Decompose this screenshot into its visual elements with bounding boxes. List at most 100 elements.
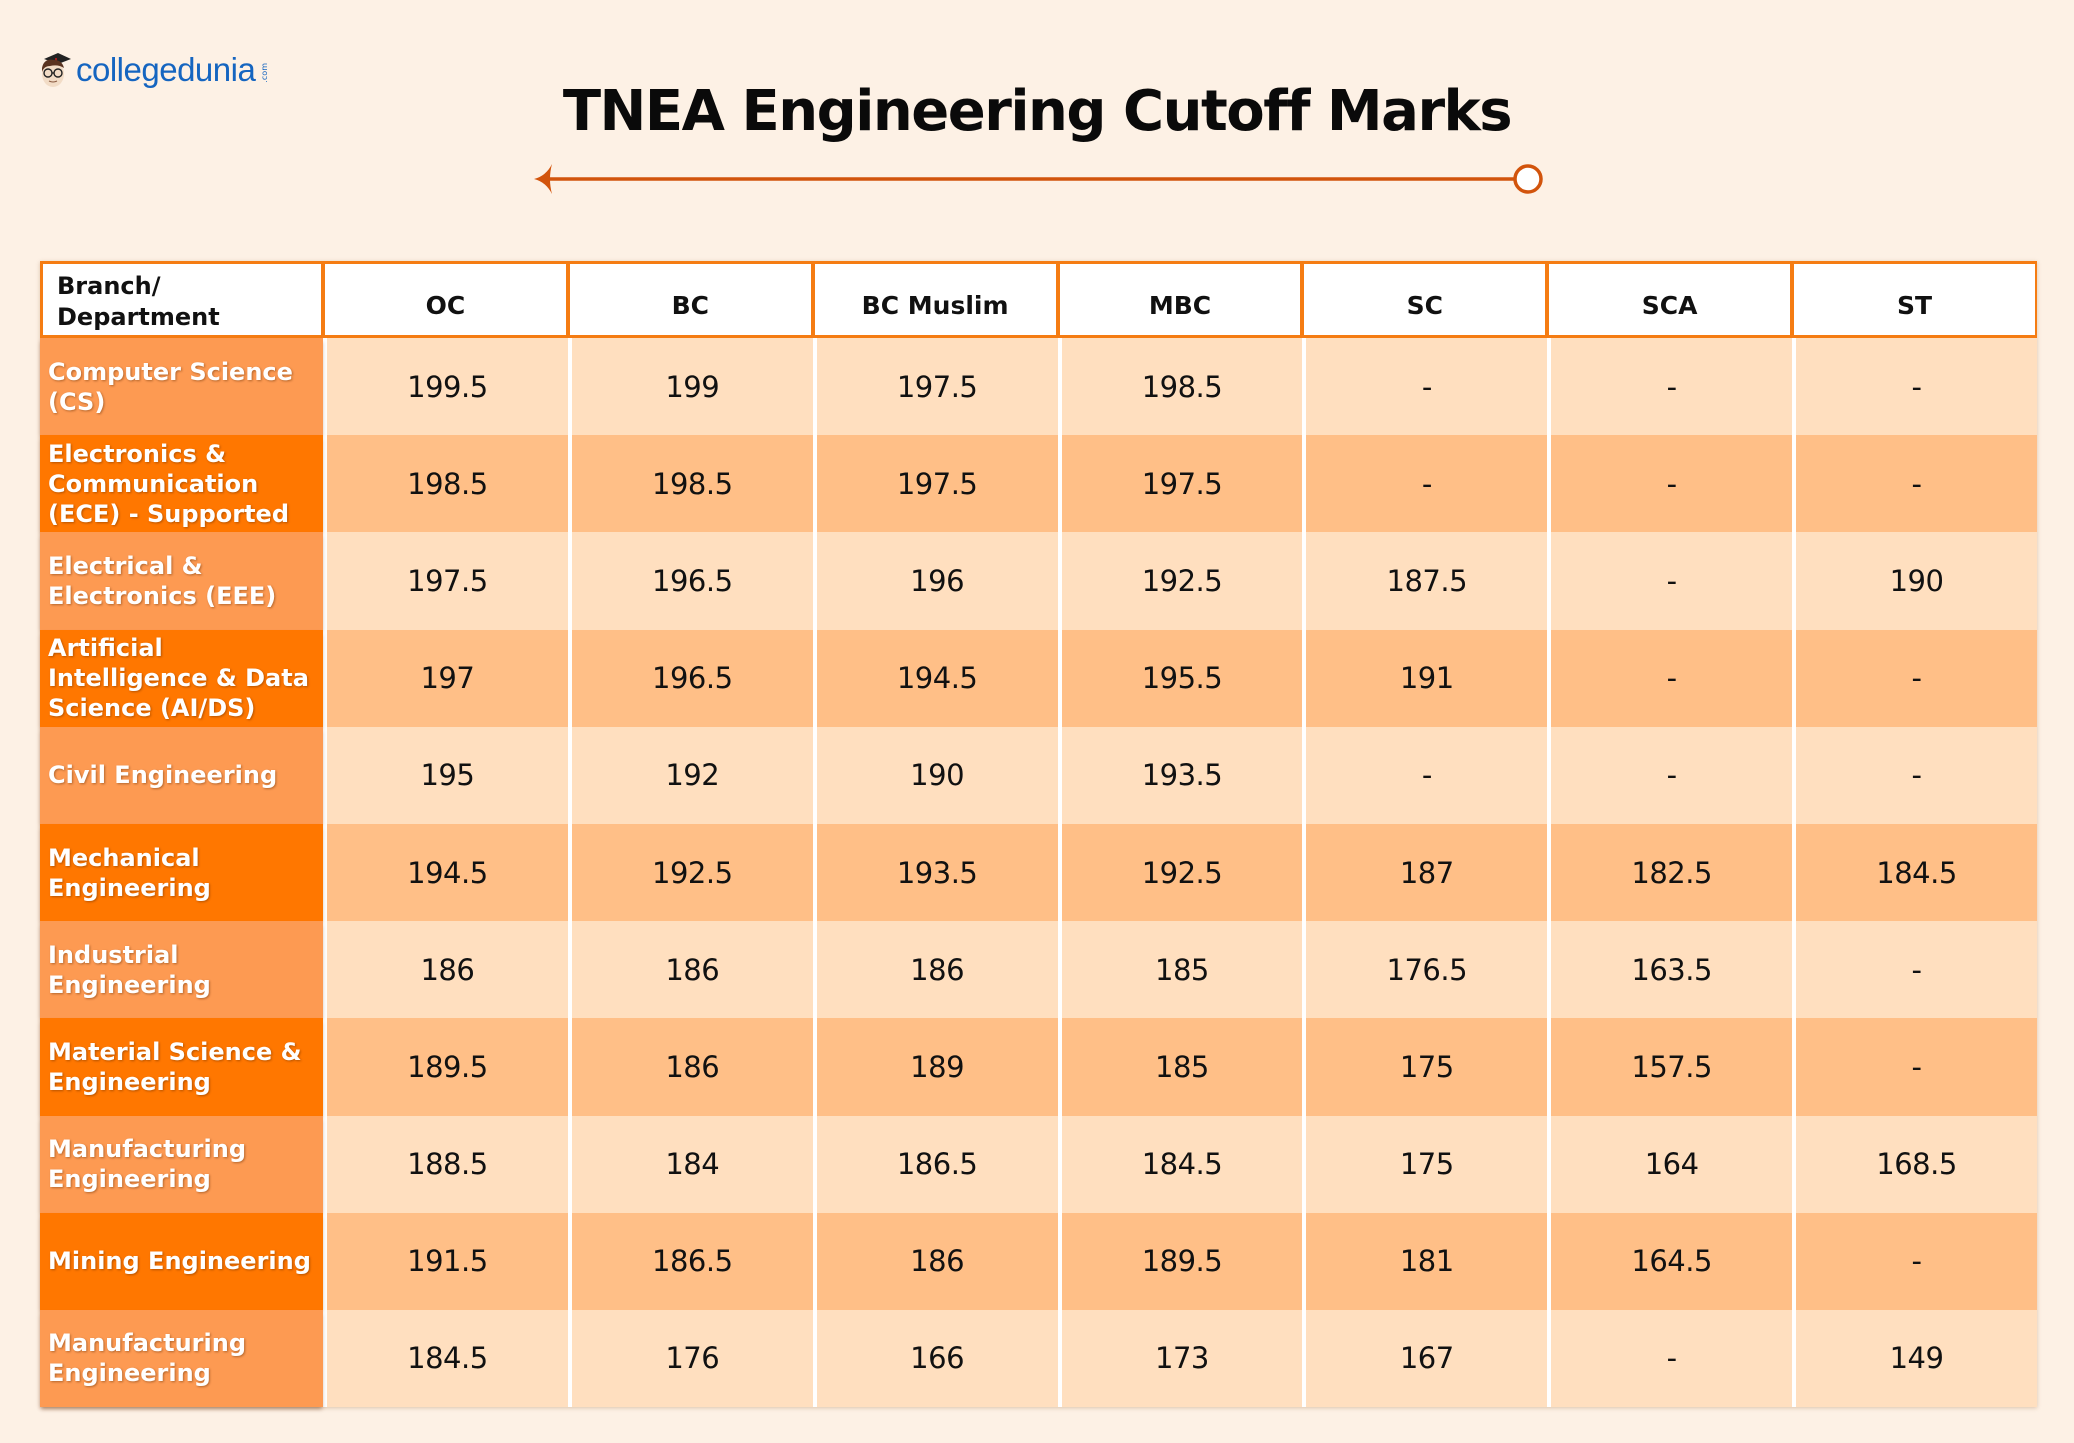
mascot-icon: [42, 53, 71, 87]
branch-name-cell: Mechanical Engineering: [40, 823, 323, 922]
cutoff-cell-oc: 184.5: [323, 1309, 568, 1408]
cutoff-cell-sc: 191: [1302, 629, 1548, 727]
cutoff-cell-bc: 192: [567, 726, 813, 824]
table-row: Mechanical Engineering 194.5 192.5 193.5 192…: [40, 823, 2037, 922]
cutoff-cell-oc: 189.5: [323, 1018, 568, 1116]
cutoff-cell-sca: -: [1547, 726, 1793, 824]
table-row: Electronics & Communication (ECE) - Supp…: [40, 435, 2037, 533]
cutoff-cell-st: 190: [1792, 532, 2037, 630]
cutoff-cell-sca: 163.5: [1547, 921, 1793, 1019]
cutoff-cell-bc-muslim: 166: [812, 1309, 1058, 1408]
column-header-sca: SCA: [1547, 261, 1793, 338]
cutoff-cell-oc: 197: [323, 629, 568, 727]
cutoff-cell-bc: 186: [567, 921, 813, 1019]
table-row: Electrical & Electronics (EEE) 197.5 196.5…: [40, 532, 2037, 630]
cutoff-cell-oc: 194.5: [323, 823, 568, 922]
cutoff-cell-bc: 196.5: [567, 629, 813, 727]
cutoff-cell-mbc: 185: [1057, 1018, 1303, 1116]
cutoff-cell-sca: 182.5: [1547, 823, 1793, 922]
table-row: Mining Engineering 191.5 186.5 186 189.5 181 1…: [40, 1212, 2037, 1310]
column-header-branch: Branch/ Department: [40, 261, 323, 338]
cutoff-cell-sca: 157.5: [1547, 1018, 1793, 1116]
branch-name-cell: Electrical & Electronics (EEE): [40, 532, 323, 630]
cutoff-cell-bc-muslim: 186: [812, 1212, 1058, 1310]
cutoff-cell-bc-muslim: 186: [812, 921, 1058, 1019]
cutoff-cell-st: -: [1792, 726, 2037, 824]
cutoff-cell-oc: 198.5: [323, 435, 568, 533]
cutoff-cell-st: -: [1792, 921, 2037, 1019]
title-underline-arrow-icon: [534, 164, 1543, 194]
cutoff-cell-sca: -: [1547, 532, 1793, 630]
column-header-mbc: MBC: [1057, 261, 1303, 338]
cutoff-cell-bc: 184: [567, 1115, 813, 1213]
cutoff-cell-st: 184.5: [1792, 823, 2037, 922]
column-header-sc: SC: [1302, 261, 1548, 338]
cutoff-cell-sc: -: [1302, 435, 1548, 533]
cutoff-cell-st: -: [1792, 338, 2037, 436]
cutoff-cell-bc-muslim: 186.5: [812, 1115, 1058, 1213]
cutoff-cell-sca: 164.5: [1547, 1212, 1793, 1310]
cutoff-cell-sc: 167: [1302, 1309, 1548, 1408]
cutoff-cell-oc: 191.5: [323, 1212, 568, 1310]
branch-name-cell: Industrial Engineering: [40, 921, 323, 1019]
cutoff-cell-st: 168.5: [1792, 1115, 2037, 1213]
cutoff-cell-bc: 198.5: [567, 435, 813, 533]
cutoff-cell-mbc: 185: [1057, 921, 1303, 1019]
cutoff-cell-mbc: 192.5: [1057, 532, 1303, 630]
cutoff-cell-st: -: [1792, 1212, 2037, 1310]
cutoff-cell-mbc: 197.5: [1057, 435, 1303, 533]
cutoff-cell-bc: 192.5: [567, 823, 813, 922]
header-row: Branch/ Department OC BC BC Muslim MBC S…: [40, 261, 2037, 338]
cutoff-cell-sc: 175: [1302, 1115, 1548, 1213]
branch-name-cell: Manufacturing Engineering: [40, 1309, 323, 1408]
cutoff-cell-sc: 176.5: [1302, 921, 1548, 1019]
cutoff-cell-mbc: 198.5: [1057, 338, 1303, 436]
cutoff-cell-bc: 186: [567, 1018, 813, 1116]
branch-name-cell: Computer Science (CS): [40, 338, 323, 436]
logo-suffix: .com: [260, 63, 270, 83]
cutoff-cell-sc: -: [1302, 726, 1548, 824]
branch-name-cell: Manufacturing Engineering: [40, 1115, 323, 1213]
table-row: Manufacturing Engineering 188.5 184 186.5 18…: [40, 1115, 2037, 1213]
cutoff-cell-oc: 197.5: [323, 532, 568, 630]
cutoff-cell-sca: -: [1547, 629, 1793, 727]
cutoff-cell-bc: 196.5: [567, 532, 813, 630]
cutoff-cell-sc: 187: [1302, 823, 1548, 922]
cutoff-cell-sca: -: [1547, 338, 1793, 436]
cutoff-cell-bc: 186.5: [567, 1212, 813, 1310]
cutoff-cell-mbc: 189.5: [1057, 1212, 1303, 1310]
column-header-bc-muslim: BC Muslim: [812, 261, 1058, 338]
cutoff-cell-st: -: [1792, 629, 2037, 727]
cutoff-table: Branch/ Department OC BC BC Muslim MBC S…: [40, 261, 2037, 1408]
branch-name-cell: Material Science & Engineering: [40, 1018, 323, 1116]
page-title: TNEA Engineering Cutoff Marks: [562, 79, 1513, 144]
cutoff-cell-sc: 187.5: [1302, 532, 1548, 630]
cutoff-cell-bc-muslim: 190: [812, 726, 1058, 824]
cutoff-cell-bc-muslim: 197.5: [812, 435, 1058, 533]
table-row: Civil Engineering 195 192 190 193.5- - -: [40, 726, 2037, 824]
cutoff-cell-st: -: [1792, 435, 2037, 533]
cutoff-cell-bc: 199: [567, 338, 813, 436]
cutoff-cell-mbc: 192.5: [1057, 823, 1303, 922]
column-header-st: ST: [1792, 261, 2037, 338]
cutoff-cell-sca: 164: [1547, 1115, 1793, 1213]
cutoff-cell-oc: 188.5: [323, 1115, 568, 1213]
cutoff-cell-sca: -: [1547, 1309, 1793, 1408]
logo-text: collegedunia: [76, 51, 256, 88]
cutoff-cell-bc-muslim: 193.5: [812, 823, 1058, 922]
cutoff-cell-st: 149: [1792, 1309, 2037, 1408]
cutoff-cell-bc-muslim: 197.5: [812, 338, 1058, 436]
column-header-oc: OC: [323, 261, 568, 338]
cutoff-cell-bc: 176: [567, 1309, 813, 1408]
cutoff-cell-mbc: 173: [1057, 1309, 1303, 1408]
cutoff-cell-oc: 199.5: [323, 338, 568, 436]
table-row: Industrial Engineering 186 186 186 185 176.5 1…: [40, 921, 2037, 1019]
cutoff-cell-sc: -: [1302, 338, 1548, 436]
cutoff-cell-oc: 186: [323, 921, 568, 1019]
table-row: Artificial Intelligence & Data Science (…: [40, 629, 2037, 727]
cutoff-cell-sc: 175: [1302, 1018, 1548, 1116]
cutoff-cell-mbc: 184.5: [1057, 1115, 1303, 1213]
column-header-bc: BC: [567, 261, 813, 338]
cutoff-cell-st: -: [1792, 1018, 2037, 1116]
cutoff-cell-mbc: 193.5: [1057, 726, 1303, 824]
